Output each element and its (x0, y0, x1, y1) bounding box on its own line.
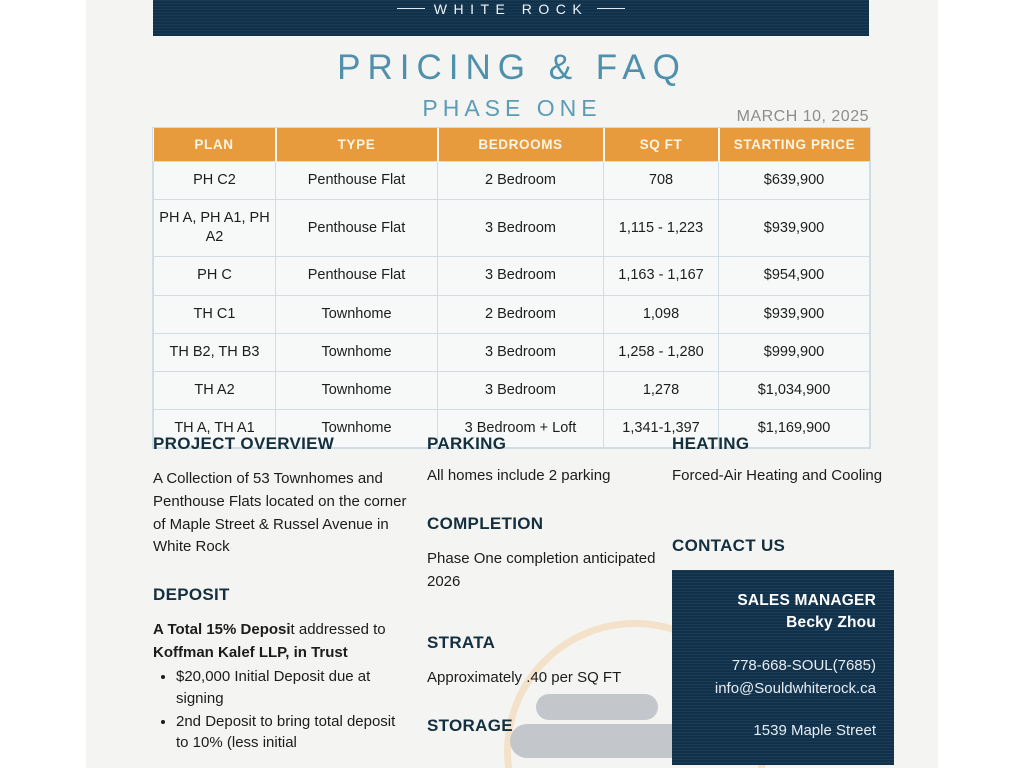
cell-bedrooms: 3 Bedroom (437, 370, 604, 410)
cell-plan: TH A, TH A1 (153, 408, 276, 449)
page-title: PRICING & FAQ (337, 48, 687, 87)
heading-contact-us: CONTACT US (672, 535, 786, 555)
rule-right-icon (597, 8, 626, 10)
table-row: TH A, TH A1 Townhome 3 Bedroom + Loft 1,… (153, 408, 870, 449)
contact-address: 1539 Maple Street (753, 722, 876, 740)
table-head: PLAN TYPE BEDROOMS SQ FT STARTING PRICE (153, 128, 870, 162)
document-page: WHITE ROCK PRICING & FAQ PHASE ONE MARCH… (86, 0, 938, 768)
rule-left-icon (396, 8, 425, 10)
cell-bedrooms: 3 Bedroom (437, 332, 604, 372)
cell-type: Townhome (275, 294, 438, 334)
cell-sqft: 1,098 (603, 294, 719, 334)
table-row: TH B2, TH B3 Townhome 3 Bedroom 1,258 - … (153, 332, 870, 372)
heading-completion: COMPLETION (427, 513, 544, 533)
cell-type: Penthouse Flat (275, 199, 438, 258)
column-middle: PARKING All homes include 2 parking COMP… (427, 434, 665, 750)
cell-price: $1,169,900 (718, 408, 870, 449)
contact-email[interactable]: info@Souldwhiterock.ca (714, 679, 876, 697)
heading-strata: STRATA (427, 633, 496, 653)
contact-role: SALES MANAGER (737, 591, 876, 609)
cell-price: $954,900 (718, 256, 870, 296)
cell-price: $999,900 (718, 332, 870, 372)
page-subtitle: PHASE ONE (422, 95, 602, 121)
cell-plan: PH A, PH A1, PH A2 (153, 199, 276, 258)
cell-sqft: 1,278 (603, 370, 719, 410)
column-header-sqft: SQ FT (603, 128, 720, 162)
cell-bedrooms: 2 Bedroom (437, 294, 604, 334)
deposit-lead-bold-1: A Total 15% Deposi (153, 621, 291, 639)
heading-heating: HEATING (672, 434, 750, 453)
contact-name: Becky Zhou (786, 614, 876, 632)
heading-parking: PARKING (427, 434, 507, 453)
text-completion: Phase One completion anticipated 2026 (427, 549, 656, 590)
column-header-bedrooms: BEDROOMS (437, 128, 605, 162)
heading-storage: STORAGE (427, 716, 513, 736)
cell-plan: TH C1 (153, 294, 276, 334)
cell-bedrooms: 3 Bedroom (437, 256, 604, 296)
column-header-price: STARTING PRICE (718, 128, 870, 162)
heading-deposit: DEPOSIT (153, 585, 230, 605)
pricing-table: PLAN TYPE BEDROOMS SQ FT STARTING PRICE … (153, 128, 870, 449)
deposit-bullet-list: $20,000 Initial Deposit due at signing 2… (153, 666, 411, 754)
cell-sqft: 1,115 - 1,223 (603, 199, 719, 258)
cell-type: Penthouse Flat (275, 160, 438, 201)
table-row: TH C1 Townhome 2 Bedroom 1,098 $939,900 (153, 294, 870, 334)
text-strata: Approximately .40 per SQ FT (427, 669, 622, 687)
cell-type: Townhome (275, 332, 438, 372)
text-deposit-lead: A Total 15% Deposit addressed to Koffman… (153, 619, 411, 664)
column-header-plan: PLAN (153, 128, 277, 162)
cell-bedrooms: 2 Bedroom (437, 160, 604, 201)
spacer (427, 619, 665, 633)
table-row: PH A, PH A1, PH A2 Penthouse Flat 3 Bedr… (153, 199, 870, 258)
cell-plan: PH C (153, 256, 276, 296)
cell-type: Townhome (275, 408, 438, 449)
text-heating: Forced-Air Heating and Cooling (672, 467, 883, 484)
table-body: PH C2 Penthouse Flat 2 Bedroom 708 $639,… (153, 160, 870, 449)
cell-price: $939,900 (718, 199, 870, 258)
spacer (672, 514, 908, 536)
cell-type: Penthouse Flat (275, 256, 438, 296)
list-item: 2nd Deposit to bring total deposit to 10… (176, 711, 411, 755)
column-header-type: TYPE (275, 128, 439, 162)
table-row: PH C2 Penthouse Flat 2 Bedroom 708 $639,… (153, 160, 870, 201)
cell-price: $1,034,900 (718, 370, 870, 410)
cell-sqft: 1,341-1,397 (603, 408, 719, 449)
table-row: PH C Penthouse Flat 3 Bedroom 1,163 - 1,… (153, 256, 870, 296)
cell-type: Townhome (275, 370, 438, 410)
contact-phone[interactable]: 778-668-SOUL(7685) (731, 656, 876, 674)
brand-wordmark-text: WHITE ROCK (433, 1, 589, 17)
deposit-lead-plain-1: t addressed to (290, 621, 386, 639)
cell-plan: PH C2 (153, 160, 276, 201)
cell-price: $639,900 (718, 160, 870, 201)
cell-bedrooms: 3 Bedroom + Loft (437, 408, 604, 449)
table-row: TH A2 Townhome 3 Bedroom 1,278 $1,034,90… (153, 370, 870, 410)
text-parking: All homes include 2 parking (427, 467, 611, 484)
brand-wordmark: WHITE ROCK (153, 1, 869, 17)
document-date: MARCH 10, 2025 (736, 108, 869, 125)
cell-sqft: 1,258 - 1,280 (603, 332, 719, 372)
contact-card: SALES MANAGER Becky Zhou 778-668-SOUL(76… (672, 570, 894, 765)
deposit-lead-bold-2: Koffman Kalef LLP, in Trust (153, 643, 348, 661)
cell-bedrooms: 3 Bedroom (437, 199, 604, 258)
text-project-overview: A Collection of 53 Townhomes and Penthou… (153, 470, 407, 556)
heading-project-overview: PROJECT OVERVIEW (153, 434, 335, 453)
cell-sqft: 1,163 - 1,167 (603, 256, 719, 296)
column-left: PROJECT OVERVIEW A Collection of 53 Town… (153, 434, 411, 755)
cell-plan: TH A2 (153, 370, 276, 410)
column-right: HEATING Forced-Air Heating and Cooling C… (672, 434, 908, 765)
table-header-row: PLAN TYPE BEDROOMS SQ FT STARTING PRICE (153, 128, 870, 162)
cell-plan: TH B2, TH B3 (153, 332, 276, 372)
cell-sqft: 708 (603, 160, 719, 201)
spacer (690, 700, 876, 720)
brand-banner: WHITE ROCK (153, 0, 869, 36)
cell-price: $939,900 (718, 294, 870, 334)
list-item: $20,000 Initial Deposit due at signing (176, 666, 411, 710)
